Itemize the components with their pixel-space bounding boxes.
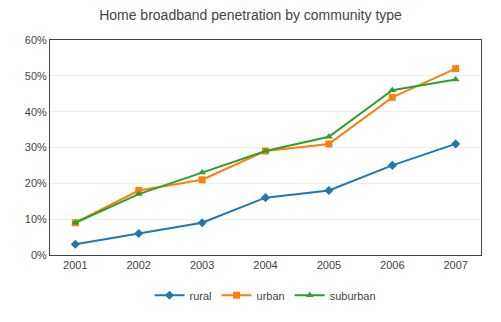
svg-text:2002: 2002 [126, 259, 150, 271]
svg-text:60%: 60% [25, 34, 47, 46]
svg-text:2004: 2004 [253, 259, 277, 271]
svg-text:40%: 40% [25, 106, 47, 118]
svg-text:Home broadband penetration by: Home broadband penetration by community … [99, 7, 402, 23]
svg-text:30%: 30% [25, 141, 47, 153]
svg-text:2003: 2003 [190, 259, 214, 271]
svg-text:rural: rural [190, 290, 212, 302]
svg-text:20%: 20% [25, 177, 47, 189]
svg-text:urban: urban [257, 290, 285, 302]
svg-text:10%: 10% [25, 213, 47, 225]
svg-text:2001: 2001 [63, 259, 87, 271]
svg-text:2006: 2006 [380, 259, 404, 271]
svg-text:0%: 0% [31, 249, 47, 261]
svg-text:2007: 2007 [443, 259, 467, 271]
svg-text:50%: 50% [25, 70, 47, 82]
svg-text:2005: 2005 [317, 259, 341, 271]
svg-text:suburban: suburban [330, 290, 376, 302]
